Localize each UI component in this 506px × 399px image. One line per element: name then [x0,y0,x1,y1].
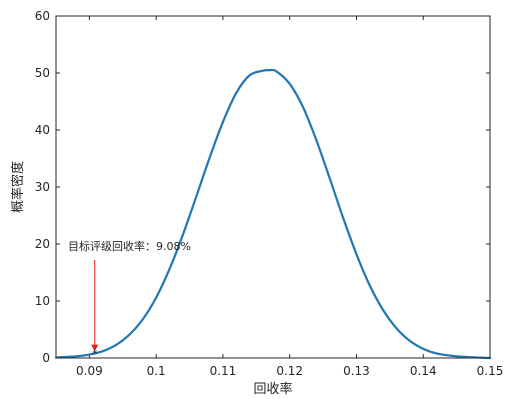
y-tick-label: 40 [35,123,50,137]
x-tick-label: 0.14 [410,364,437,378]
annotation-point-marker: * [92,348,98,361]
annotation-label: 目标评级回收率：9.08% [68,239,191,253]
y-tick-label: 20 [35,237,50,251]
x-axis-title: 回收率 [253,381,292,397]
axis-tick-labels: 0.09 0.1 0.11 0.12 0.13 0.14 0.15 0 10 20 30 40 50 60 [35,9,504,378]
y-tick-label: 30 [35,180,50,194]
x-tick-label: 0.13 [343,364,370,378]
plot-frame [55,15,491,359]
density-curve [54,68,492,360]
y-axis-title: 概率密度 [10,161,26,213]
target-recovery-annotation: * 目标评级回收率：9.08% [68,239,191,361]
annotation-arrow-head [91,344,99,352]
plot-area [56,16,490,358]
y-tick-label: 60 [35,9,50,23]
x-tick-label: 0.1 [147,364,166,378]
x-tick-label: 0.11 [210,364,237,378]
x-tick-label: 0.15 [477,364,504,378]
y-tick-label: 50 [35,66,50,80]
y-tick-label: 10 [35,294,50,308]
x-tick-label: 0.09 [76,364,103,378]
y-tick-label: 0 [42,351,50,365]
x-tick-label: 0.12 [276,364,303,378]
